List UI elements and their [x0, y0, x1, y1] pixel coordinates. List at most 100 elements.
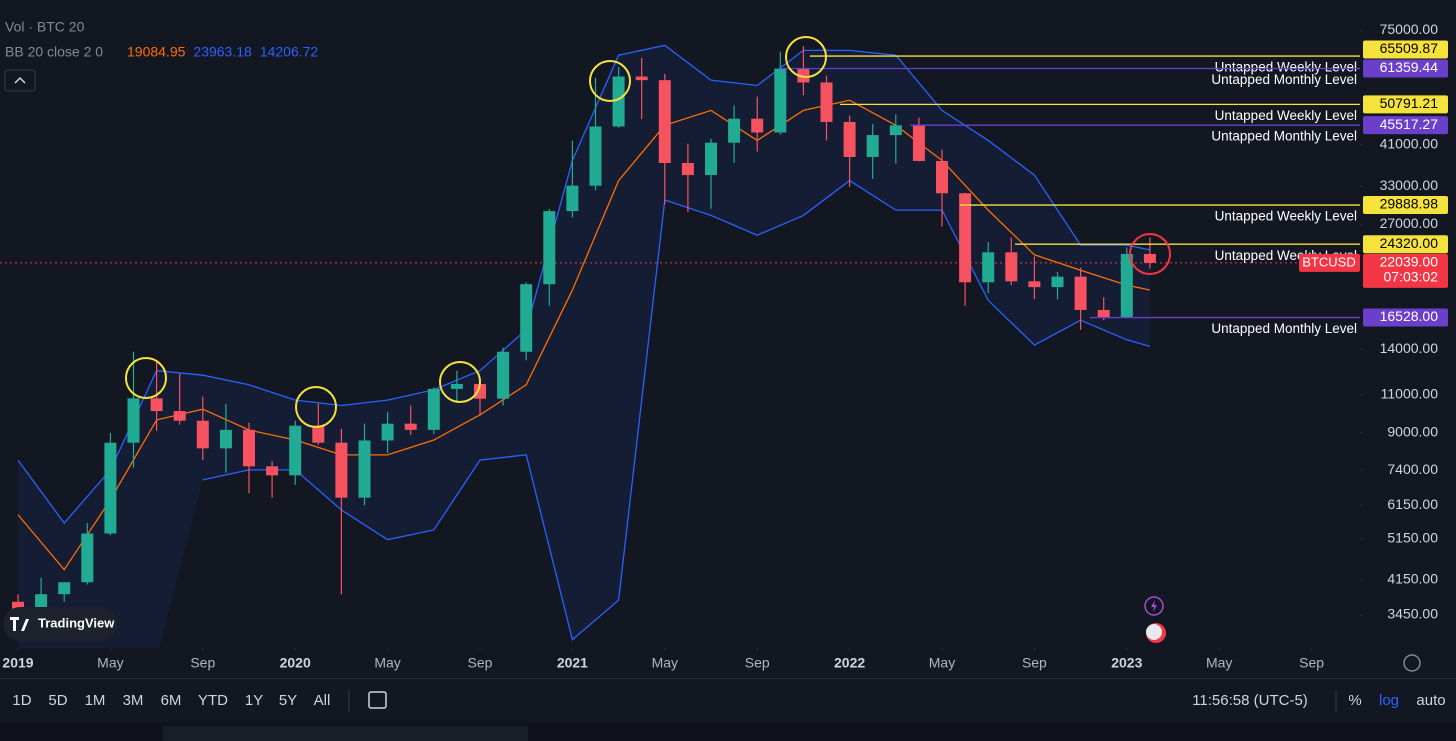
symbol-tag — [1299, 253, 1360, 272]
annotations — [125, 36, 1171, 428]
candle-body — [751, 118, 764, 133]
logo-icon — [10, 617, 29, 631]
bb-value: 19084.95 — [127, 44, 186, 60]
y-tick-label: 14000.00 — [1380, 340, 1439, 356]
candle-body — [497, 351, 510, 399]
candle-body — [681, 162, 694, 176]
timeframe-button[interactable]: 6M — [161, 692, 182, 709]
level-tag — [1363, 40, 1448, 59]
x-tick-label: Sep — [745, 655, 770, 671]
scale-button[interactable]: log — [1379, 692, 1399, 709]
candle-body — [520, 284, 533, 352]
candle-body — [1120, 253, 1133, 318]
y-tick-label: 7400.00 — [1387, 461, 1438, 477]
level-tag-label: 24320.00 — [1380, 235, 1439, 251]
candle-body — [289, 425, 302, 476]
x-tick-label: Sep — [1022, 655, 1047, 671]
level-name: Untapped Weekly Level — [1215, 209, 1357, 224]
timeframe-button[interactable]: All — [314, 692, 331, 709]
highlight-circle — [589, 60, 631, 102]
candle-body — [1143, 253, 1156, 263]
logo-badge[interactable] — [3, 607, 117, 641]
bb-legend: BB 20 close 2 0 — [5, 44, 103, 60]
candle-body — [196, 420, 209, 449]
bb-values: 19084.95 23963.18 14206.72 — [127, 44, 318, 60]
candle-body — [889, 125, 902, 136]
level-tag — [1363, 235, 1448, 254]
date-range-icon[interactable] — [368, 691, 387, 709]
price-tag — [1363, 253, 1448, 288]
scale-button[interactable]: % — [1348, 692, 1361, 709]
x-tick-label: 2020 — [280, 655, 311, 671]
drawing-toolbar — [163, 726, 528, 741]
candle-body — [474, 383, 486, 399]
highlight-circle — [1129, 233, 1171, 275]
candle-body — [658, 80, 671, 163]
candle-body — [612, 76, 625, 127]
y-tick-label: 11000.00 — [1381, 386, 1439, 402]
candle-body — [1005, 252, 1018, 282]
y-tick-label: 4150.00 — [1387, 571, 1438, 587]
x-tick-label: May — [97, 655, 123, 671]
candle-body — [982, 252, 995, 283]
candle-body — [936, 160, 948, 194]
candle-body — [566, 185, 579, 212]
x-tick-label: 2021 — [557, 655, 588, 671]
collapse-button[interactable] — [4, 69, 36, 92]
candle-body — [150, 398, 163, 412]
candle-body — [450, 383, 463, 389]
level-name: Untapped Monthly Level — [1211, 321, 1357, 336]
candle-body — [427, 388, 440, 430]
candle-body — [1074, 276, 1087, 310]
level-name: Untapped Weekly Level — [1215, 108, 1357, 123]
candle-body — [959, 193, 972, 283]
chart-layer: 75000.00 41000.00 33000.00 27000.00 14000.00… — [0, 21, 1448, 671]
y-tick-label: 5150.00 — [1387, 530, 1438, 546]
level-tag-label: 16528.00 — [1380, 308, 1439, 324]
timeframe-button[interactable]: 1Y — [245, 692, 263, 709]
timeframe-button[interactable]: 5D — [48, 692, 67, 709]
x-tick-label: May — [374, 655, 400, 671]
candle-body — [127, 398, 140, 443]
x-tick-label: Sep — [1299, 655, 1324, 671]
y-tick-label: 27000.00 — [1380, 215, 1439, 231]
candle-body — [774, 68, 787, 133]
clock[interactable]: 11:56:58 (UTC-5) — [1192, 692, 1308, 709]
countdown-label: 07:03:02 — [1384, 269, 1439, 285]
y-tick-label: 9000.00 — [1387, 424, 1438, 440]
candle-body — [1028, 281, 1041, 288]
candle-body — [589, 126, 602, 186]
x-tick-label: Sep — [190, 655, 215, 671]
toolbar: 1D 5D 1M 3M 6M YTD 1Y 5Y All 11:56:58 (UTC-5)% log… — [12, 692, 1445, 709]
level-tag — [1363, 116, 1448, 135]
timeframe-button[interactable]: 1D — [12, 692, 31, 709]
flag-icon-inner — [1146, 624, 1162, 640]
candle-body — [266, 466, 279, 476]
candle-body — [728, 118, 741, 143]
bb-value: 14206.72 — [260, 44, 319, 60]
logo-text: TradingView — [38, 615, 115, 630]
settings-icon[interactable] — [1403, 654, 1421, 672]
event-icon-glyph — [1151, 600, 1157, 612]
level-tag-label: 65509.87 — [1380, 40, 1439, 56]
candle-body — [1051, 276, 1064, 288]
x-tick-label: 2022 — [834, 655, 865, 671]
x-tick-label: 2023 — [1111, 655, 1142, 671]
y-tick-label: 75000.00 — [1380, 21, 1439, 37]
timeframe-button[interactable]: 5Y — [279, 692, 297, 709]
y-tick-label: 3450.00 — [1387, 606, 1438, 622]
price-tag-label: 22039.00 — [1380, 254, 1439, 270]
level-name: Untapped Monthly Level — [1211, 129, 1357, 144]
volume-legend: Vol · BTC 20 — [5, 19, 85, 35]
timeframe-button[interactable]: 3M — [123, 692, 144, 709]
timeframe-button[interactable]: YTD — [198, 692, 228, 709]
candle-body — [219, 429, 232, 449]
candle-body — [912, 125, 925, 161]
y-tick-label: 6150.00 — [1387, 496, 1438, 512]
x-tick-label: 2019 — [2, 655, 33, 671]
scale-button[interactable]: auto — [1416, 692, 1445, 709]
candle-body — [243, 429, 255, 467]
separator — [0, 678, 1456, 679]
timeframe-button[interactable]: 1M — [85, 692, 106, 709]
